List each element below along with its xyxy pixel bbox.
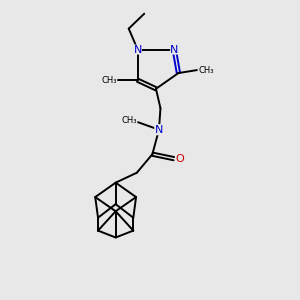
Text: CH₃: CH₃ bbox=[121, 116, 136, 125]
Text: CH₃: CH₃ bbox=[101, 76, 117, 85]
Text: CH₃: CH₃ bbox=[198, 66, 214, 75]
Text: N: N bbox=[155, 125, 163, 135]
Text: N: N bbox=[170, 44, 178, 55]
Text: O: O bbox=[175, 154, 184, 164]
Text: N: N bbox=[134, 44, 142, 55]
